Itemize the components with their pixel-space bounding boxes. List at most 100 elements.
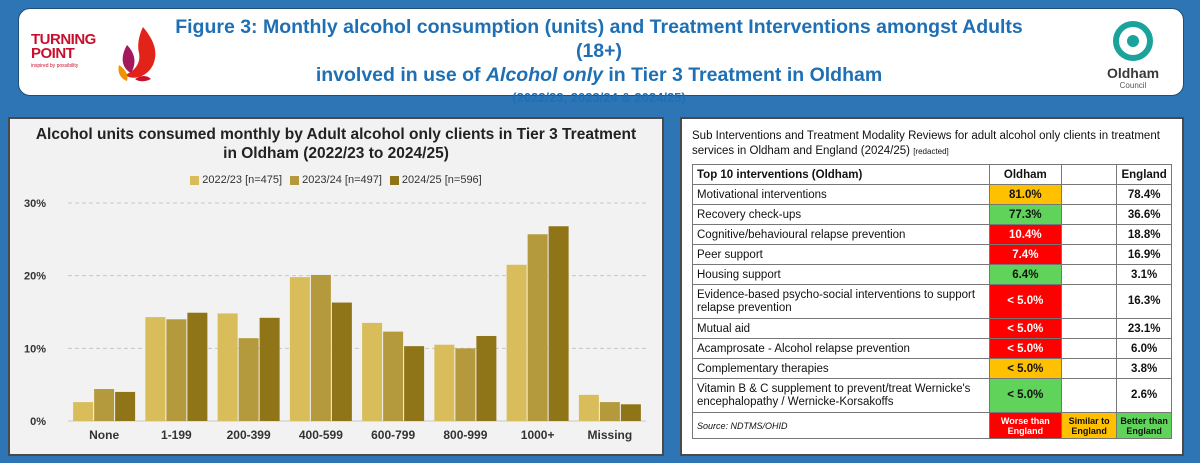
legend-item: 2024/25 [n=596]: [389, 174, 482, 186]
legend-item: 2023/24 [n=497]: [290, 174, 382, 186]
bar: [578, 394, 599, 421]
spacer-cell: [1061, 204, 1118, 225]
spacer-cell: [1061, 264, 1118, 285]
spacer-cell: [1061, 284, 1118, 319]
bar: [362, 322, 383, 421]
spacer-cell: [1061, 378, 1118, 413]
table-row: Vitamin B & C supplement to prevent/trea…: [692, 378, 1172, 413]
table-row: Mutual aid < 5.0% 23.1%: [692, 318, 1172, 339]
y-tick-label: 0%: [30, 416, 46, 428]
intervention-name: Complementary therapies: [692, 358, 990, 379]
bar: [259, 317, 280, 421]
england-value: 16.3%: [1116, 284, 1172, 319]
england-value: 16.9%: [1116, 244, 1172, 265]
oldham-value: < 5.0%: [988, 318, 1063, 339]
england-value: 18.8%: [1116, 224, 1172, 245]
oldham-value: < 5.0%: [988, 358, 1063, 379]
bar: [548, 226, 569, 421]
title-subtitle: (2022/23, 2023/24 & 2024/25): [512, 90, 686, 105]
bar: [289, 277, 310, 421]
bar: [238, 338, 259, 421]
oldham-value: < 5.0%: [988, 378, 1063, 413]
spacer-cell: [1061, 358, 1118, 379]
x-tick-label: 400-599: [299, 428, 343, 442]
oldham-council-label: Council: [1119, 81, 1147, 90]
england-value: 3.1%: [1116, 264, 1172, 285]
bar-chart: 0% 10% 20% 30% None 1-199 200-399 400-599 600-79…: [24, 198, 646, 442]
x-tick-label: Missing: [588, 428, 633, 442]
x-tick-label: 1-199: [161, 428, 192, 442]
bar: [187, 312, 208, 421]
intervention-name: Vitamin B & C supplement to prevent/trea…: [692, 378, 990, 413]
bar: [217, 313, 238, 421]
intervention-name: Evidence-based psycho-social interventio…: [692, 284, 990, 319]
x-tick-label: 200-399: [227, 428, 271, 442]
logo-text-turning: TURNING: [31, 31, 96, 48]
intervention-name: Recovery check-ups: [692, 204, 990, 225]
figure-title: Figure 3: Monthly alcohol consumption (u…: [169, 15, 1029, 105]
interventions-panel: Sub Interventions and Treatment Modality…: [680, 117, 1184, 456]
bar: [94, 389, 115, 421]
oldham-value: 77.3%: [988, 204, 1063, 225]
legend-label: 2023/24 [n=497]: [302, 174, 382, 186]
key-worse: Worse than England: [988, 412, 1063, 439]
flame-icon: [118, 27, 156, 82]
table-header-row: Top 10 interventions (Oldham) Oldham Eng…: [692, 164, 1172, 185]
bar: [145, 317, 166, 421]
bar: [434, 344, 455, 421]
oldham-name: Oldham: [1106, 65, 1160, 81]
oldham-value: 6.4%: [988, 264, 1063, 285]
bar: [383, 331, 404, 421]
source-note: Source: NDTMS/OHID: [692, 412, 990, 439]
logo-tagline: inspired by possibility: [31, 63, 79, 69]
header-banner: TURNING POINT inspired by possibility Fi…: [18, 8, 1184, 105]
table-footer-row: Source: NDTMS/OHID Worse than England Simi…: [692, 412, 1172, 439]
intervention-name: Motivational interventions: [692, 184, 990, 205]
bar: [599, 402, 620, 421]
x-tick-label: 800-999: [443, 428, 487, 442]
england-value: 6.0%: [1116, 338, 1172, 359]
england-value: 23.1%: [1116, 318, 1172, 339]
england-value: 36.6%: [1116, 204, 1172, 225]
col-header-oldham: Oldham: [988, 164, 1063, 185]
bar: [506, 264, 527, 421]
redacted-note: [redacted]: [913, 147, 949, 156]
table-row: Cognitive/behavioural relapse prevention…: [692, 224, 1172, 245]
oldham-ring-icon: [1113, 21, 1153, 61]
x-tick-label: None: [89, 428, 119, 442]
bar: [331, 302, 352, 421]
title-emphasis: Alcohol only: [485, 64, 603, 86]
table-row: Complementary therapies < 5.0% 3.8%: [692, 358, 1172, 379]
oldham-council-logo: Oldham Council: [1103, 19, 1163, 91]
bar: [476, 335, 497, 421]
legend-item: 2022/23 [n=475]: [190, 174, 282, 186]
y-tick-label: 20%: [24, 271, 46, 283]
bar: [166, 319, 187, 421]
intervention-name: Mutual aid: [692, 318, 990, 339]
title-line-2: involved in use of Alcohol only in Tier …: [315, 64, 883, 86]
oldham-value: < 5.0%: [988, 284, 1063, 319]
bar: [620, 404, 641, 421]
table-row: Recovery check-ups 77.3% 36.6%: [692, 204, 1172, 225]
oldham-value: < 5.0%: [988, 338, 1063, 359]
table-row: Motivational interventions 81.0% 78.4%: [692, 184, 1172, 205]
england-value: 2.6%: [1116, 378, 1172, 413]
spacer-cell: [1061, 244, 1118, 265]
intervention-name: Cognitive/behavioural relapse prevention: [692, 224, 990, 245]
spacer-cell: [1061, 224, 1118, 245]
x-tick-label: 600-799: [371, 428, 415, 442]
legend-label: 2024/25 [n=596]: [401, 174, 482, 186]
spacer-cell: [1061, 184, 1118, 205]
intervention-name: Housing support: [692, 264, 990, 285]
bar: [73, 402, 94, 421]
bar: [527, 234, 548, 421]
turning-point-logo: TURNING POINT inspired by possibility: [31, 23, 161, 87]
chart-legend: 2022/23 [n=475] 2023/24 [n=497] 2024/25 [n…: [10, 174, 662, 188]
bar: [455, 348, 476, 421]
table-row: Evidence-based psycho-social interventio…: [692, 284, 1172, 319]
legend-label: 2022/23 [n=475]: [202, 174, 283, 186]
england-value: 3.8%: [1116, 358, 1172, 379]
legend-swatch: [290, 175, 300, 185]
table-row: Housing support 6.4% 3.1%: [692, 264, 1172, 285]
oldham-value: 7.4%: [988, 244, 1063, 265]
